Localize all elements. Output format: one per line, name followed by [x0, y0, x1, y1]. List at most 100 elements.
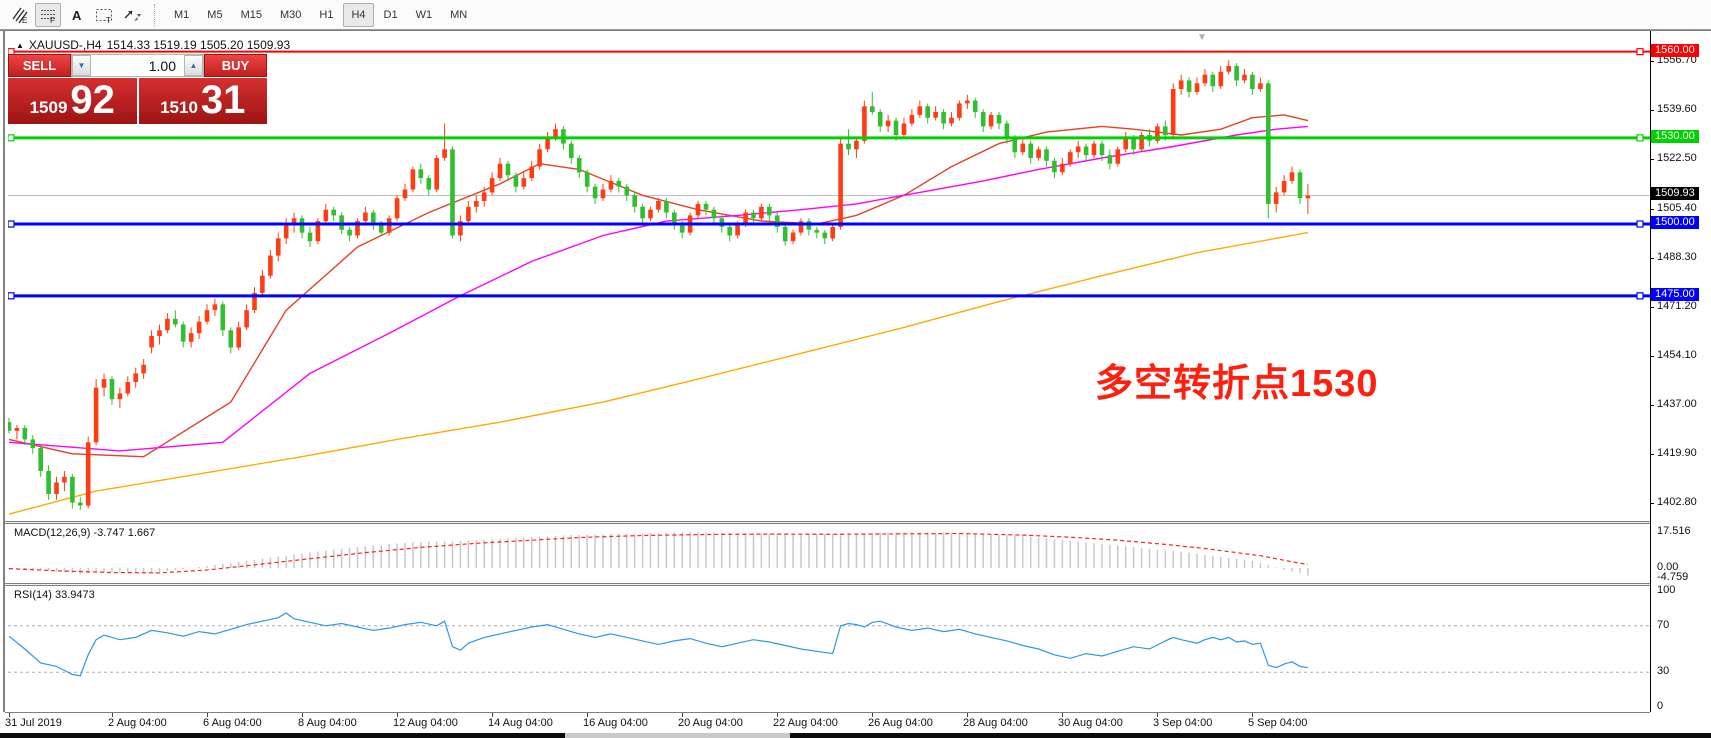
indicators-tool-button[interactable]: E: [7, 3, 33, 27]
candle-body: [22, 427, 28, 440]
timeframe-button-m1[interactable]: M1: [174, 8, 190, 21]
svg-text:T: T: [106, 16, 111, 25]
rsi-panel-canvas[interactable]: [8, 586, 1650, 712]
time-axis-tick: [1252, 713, 1253, 717]
candle-body: [1273, 192, 1279, 204]
candle-body: [1163, 126, 1168, 135]
chart-frame-bottom: [5, 712, 1650, 713]
macd-chart-svg[interactable]: [8, 524, 1650, 583]
candle-body: [1036, 149, 1041, 158]
timeframe-button-m5[interactable]: M5: [207, 8, 223, 21]
candle-body: [1305, 195, 1311, 199]
volume-decrease-button[interactable]: ▼: [72, 55, 91, 76]
candle-body: [283, 224, 289, 239]
ma-slow-line: [8, 231, 1309, 515]
time-axis-tick: [492, 713, 493, 717]
time-axis-tick: [397, 713, 398, 717]
candle-body: [474, 201, 479, 207]
timeframe-button-m30[interactable]: M30: [279, 8, 302, 21]
candle-body: [703, 203, 709, 210]
macd-panel-canvas[interactable]: [8, 524, 1650, 583]
candle-body: [735, 224, 740, 236]
timeframe-button-d1[interactable]: D1: [383, 8, 398, 21]
time-axis-label: 5 Sep 04:00: [1248, 717, 1308, 729]
candle-body: [830, 226, 835, 239]
candle-body: [759, 206, 764, 219]
level-line-handle[interactable]: [7, 134, 15, 142]
candle-body: [1266, 83, 1271, 204]
timeframe-button-h4[interactable]: H4: [343, 2, 374, 27]
candle-body: [1012, 137, 1018, 153]
timeframe-button-m15[interactable]: M15: [240, 8, 262, 21]
level-line-handle[interactable]: [1636, 48, 1644, 56]
level-line-handle[interactable]: [7, 292, 15, 300]
candle-body: [1202, 74, 1208, 84]
buy-price-display[interactable]: 1510 31: [138, 78, 267, 124]
time-axis-tick: [207, 713, 208, 717]
sell-price-display[interactable]: 1509 92: [8, 78, 137, 124]
candle-body: [6, 422, 12, 431]
text-label-tool-button[interactable]: A: [63, 3, 89, 27]
candle-body: [1155, 126, 1160, 141]
candle-body: [949, 117, 954, 124]
panel-separator[interactable]: [5, 521, 1650, 524]
candle-body: [212, 304, 218, 311]
candlestick-chart-svg[interactable]: [6, 31, 1650, 521]
objects-tool-button[interactable]: [119, 3, 145, 27]
grid-tool-button[interactable]: F: [35, 2, 61, 27]
candle-body: [1234, 66, 1239, 81]
price-axis-tick: [1650, 258, 1654, 259]
volume-increase-button[interactable]: ▲: [184, 55, 203, 76]
toolbar-separator: [154, 3, 159, 26]
time-axis-label: 8 Aug 04:00: [298, 717, 357, 729]
candle-body: [220, 304, 226, 331]
timeframe-button-mn[interactable]: MN: [450, 8, 468, 21]
time-axis[interactable]: 31 Jul 2019 2 Aug 04:00 6 Aug 04:00 8 Aug 0…: [0, 713, 1711, 733]
candle-body: [204, 310, 210, 322]
time-axis-label: 20 Aug 04:00: [678, 717, 743, 729]
panel-separator[interactable]: [5, 583, 1650, 586]
time-axis-tick: [777, 713, 778, 717]
timeframe-button-h1[interactable]: H1: [319, 8, 334, 21]
rsi-chart-svg[interactable]: [8, 586, 1650, 712]
volume-input[interactable]: 1.00: [91, 55, 184, 76]
level-line-handle[interactable]: [1636, 220, 1644, 228]
candle-body: [1289, 172, 1295, 181]
candle-body: [632, 195, 637, 207]
objects-icon: [124, 10, 141, 21]
candle-body: [695, 203, 701, 216]
candle-body: [442, 149, 447, 158]
candle-body: [173, 318, 178, 325]
candle-body: [347, 229, 352, 236]
candle-body: [236, 327, 241, 348]
candle-body: [774, 215, 780, 227]
level-line-handle[interactable]: [7, 220, 15, 228]
time-axis-tick: [587, 713, 588, 717]
price-axis[interactable]: 1556.70 1539.60 1522.50 1505.40 1488.30 1471.…: [1650, 31, 1711, 712]
level-line-handle[interactable]: [1636, 292, 1644, 300]
window-bottom-edge-segment: [565, 733, 790, 738]
one-click-trading-panel: SELL ▼ 1.00 ▲ BUY 1509 92 1510 31: [8, 54, 267, 124]
candle-body: [1194, 83, 1200, 92]
level-line-handle[interactable]: [1636, 134, 1644, 142]
price-axis-tick: [1650, 405, 1654, 406]
candle-body: [822, 232, 828, 239]
macd-axis-label: 17.516: [1657, 525, 1691, 537]
buy-button[interactable]: BUY: [204, 54, 267, 77]
candle-body: [62, 476, 67, 483]
chart-frame-left: [3, 31, 5, 712]
candle-body: [252, 292, 257, 311]
text-box-tool-button[interactable]: T: [91, 3, 117, 27]
price-chart-canvas[interactable]: [6, 31, 1650, 521]
autoscroll-marker-icon[interactable]: ▼: [1197, 32, 1207, 43]
sell-button[interactable]: SELL: [8, 54, 71, 77]
macd-axis-label: -4.759: [1657, 571, 1689, 583]
candle-body: [1258, 83, 1263, 89]
price-axis-tick: [1650, 454, 1654, 455]
chart-header: ▲ XAUUSD-,H4 1514.33 1519.19 1505.20 150…: [16, 38, 290, 52]
candle-body: [402, 189, 408, 199]
time-axis-tick: [302, 713, 303, 717]
candle-body: [553, 129, 558, 138]
candle-body: [1099, 143, 1105, 156]
timeframe-button-w1[interactable]: W1: [415, 8, 433, 21]
